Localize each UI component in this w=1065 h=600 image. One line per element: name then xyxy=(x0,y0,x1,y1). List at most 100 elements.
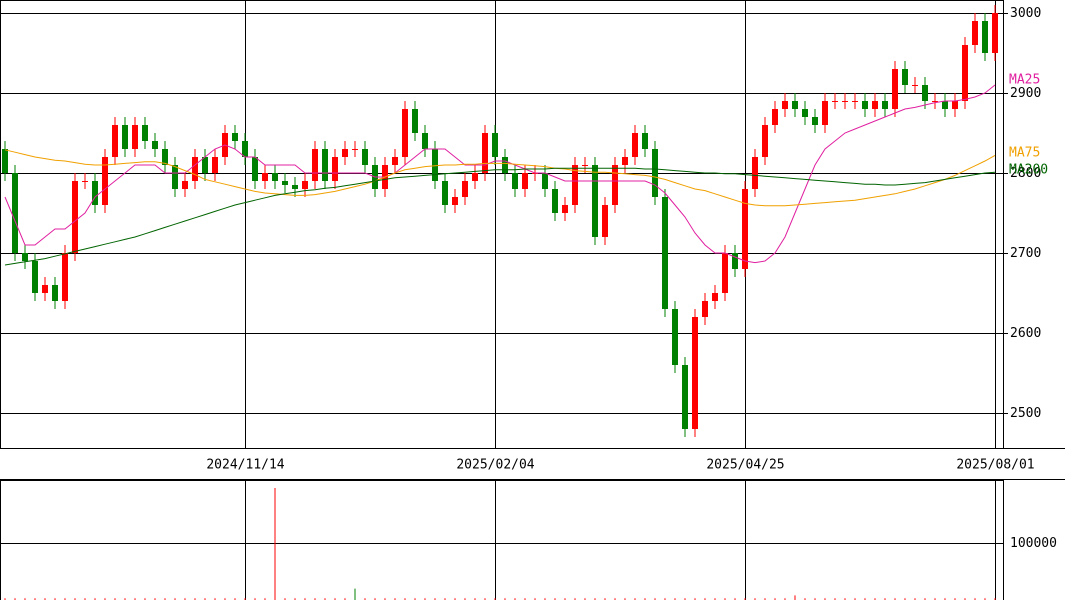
candle-body xyxy=(662,197,668,309)
candle-body xyxy=(362,149,368,165)
candle-body xyxy=(352,149,358,150)
candle-body xyxy=(612,165,618,205)
candle-body xyxy=(962,45,968,101)
candle-body xyxy=(562,205,568,213)
candle-body xyxy=(972,21,978,45)
candle-body xyxy=(42,285,48,293)
candle-body xyxy=(682,365,688,429)
candle-body xyxy=(492,133,498,157)
candle-body xyxy=(72,181,78,253)
candle-body xyxy=(852,101,858,102)
candle-body xyxy=(842,101,848,102)
candle-body xyxy=(902,69,908,85)
candle-body xyxy=(572,165,578,205)
price-frame xyxy=(0,0,1004,449)
candle-body xyxy=(252,157,258,181)
candle-body xyxy=(262,173,268,181)
candle-body xyxy=(622,157,628,165)
candle-body xyxy=(132,125,138,149)
candle-body xyxy=(602,205,608,237)
legend-label: MA200 xyxy=(1009,163,1048,178)
x-tick-label: 2025/04/25 xyxy=(706,458,784,473)
y-tick-label: 2900 xyxy=(1010,86,1041,101)
candle-body xyxy=(162,149,168,165)
legend-label: MA75 xyxy=(1009,146,1040,161)
candle-body xyxy=(872,101,878,109)
candle-body xyxy=(652,149,658,197)
y-tick-label: 3000 xyxy=(1010,6,1041,21)
candle-body xyxy=(22,253,28,261)
candle-body xyxy=(932,101,938,102)
candle-body xyxy=(512,173,518,189)
candle-body xyxy=(142,125,148,141)
y-tick-label: 2600 xyxy=(1010,326,1041,341)
candle-body xyxy=(762,125,768,157)
candle-body xyxy=(112,125,118,157)
candle-body xyxy=(32,261,38,293)
candle-body xyxy=(62,253,68,301)
candle-body xyxy=(182,181,188,189)
legend-label: MA25 xyxy=(1009,73,1040,88)
candle-body xyxy=(332,157,338,181)
ma-line xyxy=(4,84,996,264)
candle-body xyxy=(982,21,988,53)
candle-body xyxy=(772,109,778,125)
candle-body xyxy=(912,85,918,86)
candle-body xyxy=(122,125,128,149)
candle-body xyxy=(692,317,698,429)
candle-body xyxy=(952,101,958,109)
candle-body xyxy=(312,149,318,181)
y-tick-label: 2800 xyxy=(1010,166,1041,181)
volume-frame xyxy=(0,480,1004,600)
candle-body xyxy=(802,109,808,117)
candle-body xyxy=(232,133,238,141)
ma-line xyxy=(4,149,996,207)
candle-body xyxy=(12,173,18,253)
candle-body xyxy=(642,133,648,149)
x-tick-label: 2025/08/01 xyxy=(956,458,1034,473)
candle-body xyxy=(522,173,528,189)
candle-body xyxy=(672,309,678,365)
candle-body xyxy=(862,101,868,109)
candle-body xyxy=(792,101,798,109)
candle-body xyxy=(832,101,838,102)
candle-body xyxy=(722,253,728,293)
candle-body xyxy=(992,13,998,53)
y-tick-label: 100000 xyxy=(1010,536,1057,551)
candle-body xyxy=(82,181,88,182)
candle-body xyxy=(302,181,308,189)
candle-body xyxy=(472,173,478,181)
candle-body xyxy=(432,149,438,181)
candle-body xyxy=(542,173,548,189)
candle-body xyxy=(922,85,928,101)
y-tick-label: 2500 xyxy=(1010,406,1041,421)
candle-body xyxy=(172,165,178,189)
candle-body xyxy=(242,141,248,157)
candle-body xyxy=(92,181,98,205)
candle-body xyxy=(442,181,448,205)
candle-body xyxy=(152,141,158,149)
candle-body xyxy=(732,253,738,269)
candle-body xyxy=(272,173,278,181)
candle-body xyxy=(422,133,428,149)
x-tick-label: 2025/02/04 xyxy=(456,458,534,473)
candle-body xyxy=(812,117,818,125)
candle-body xyxy=(212,157,218,173)
candle-body xyxy=(782,101,788,109)
candle-body xyxy=(822,101,828,125)
candle-body xyxy=(632,133,638,157)
candle-body xyxy=(702,301,708,317)
candle-body xyxy=(712,293,718,301)
candle-body xyxy=(502,157,508,173)
candle-body xyxy=(882,101,888,109)
candle-body xyxy=(52,285,58,301)
candle-body xyxy=(102,157,108,205)
candle-body xyxy=(552,189,558,213)
ma-line xyxy=(4,167,996,266)
candle-body xyxy=(2,149,8,173)
candle-body xyxy=(342,149,348,157)
x-tick-label: 2024/11/14 xyxy=(206,458,284,473)
candle-body xyxy=(742,189,748,269)
candle-body xyxy=(452,197,458,205)
